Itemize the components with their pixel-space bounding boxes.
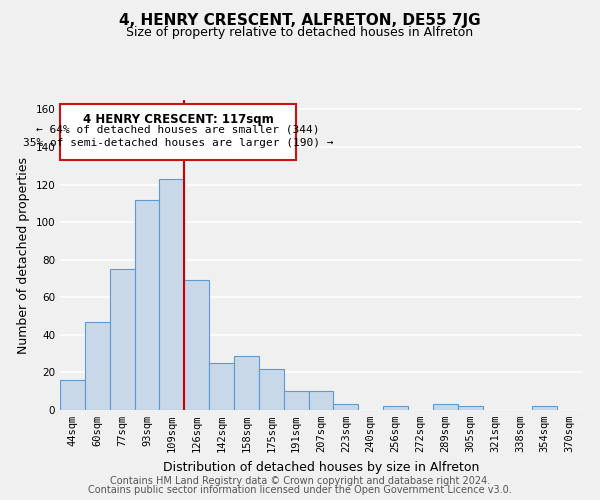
X-axis label: Distribution of detached houses by size in Alfreton: Distribution of detached houses by size … [163,460,479,473]
Bar [433,404,458,410]
Bar [209,363,234,410]
Text: 4, HENRY CRESCENT, ALFRETON, DE55 7JG: 4, HENRY CRESCENT, ALFRETON, DE55 7JG [119,12,481,28]
Bar [334,404,358,410]
Bar [184,280,209,410]
Bar [85,322,110,410]
Bar [383,406,408,410]
Bar [60,104,296,160]
Bar [160,179,184,410]
Bar [60,380,85,410]
Text: 35% of semi-detached houses are larger (190) →: 35% of semi-detached houses are larger (… [23,138,334,147]
Bar [234,356,259,410]
Bar [458,406,482,410]
Bar [259,368,284,410]
Bar [134,200,160,410]
Bar [284,391,308,410]
Text: 4 HENRY CRESCENT: 117sqm: 4 HENRY CRESCENT: 117sqm [83,113,274,126]
Text: Contains HM Land Registry data © Crown copyright and database right 2024.: Contains HM Land Registry data © Crown c… [110,476,490,486]
Text: ← 64% of detached houses are smaller (344): ← 64% of detached houses are smaller (34… [37,124,320,134]
Bar [532,406,557,410]
Bar [308,391,334,410]
Bar [110,269,134,410]
Text: Size of property relative to detached houses in Alfreton: Size of property relative to detached ho… [127,26,473,39]
Y-axis label: Number of detached properties: Number of detached properties [17,156,30,354]
Text: Contains public sector information licensed under the Open Government Licence v3: Contains public sector information licen… [88,485,512,495]
